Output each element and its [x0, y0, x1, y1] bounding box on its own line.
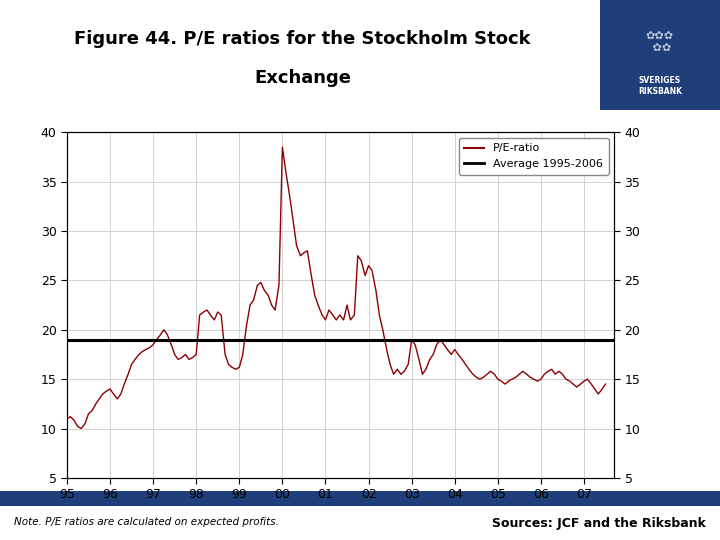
P/E-ratio — [256, 279, 265, 286]
P/E-ratio — [278, 144, 287, 150]
P/E-ratio — [332, 316, 341, 323]
P/E-ratio — [411, 341, 420, 348]
Text: Note. P/E ratios are calculated on expected profits.: Note. P/E ratios are calculated on expec… — [14, 517, 279, 528]
P/E-ratio — [601, 381, 610, 387]
P/E-ratio — [63, 415, 71, 422]
P/E-ratio — [447, 351, 456, 357]
Text: Figure 44. P/E ratios for the Stockholm Stock: Figure 44. P/E ratios for the Stockholm … — [74, 30, 531, 48]
Line: P/E-ratio: P/E-ratio — [67, 147, 606, 429]
P/E-ratio — [598, 386, 606, 392]
Text: Exchange: Exchange — [254, 69, 351, 87]
Text: SVERIGES
RIKSBANK: SVERIGES RIKSBANK — [638, 76, 682, 96]
Legend: P/E-ratio, Average 1995-2006: P/E-ratio, Average 1995-2006 — [459, 138, 608, 174]
Text: ✿✿✿
 ✿✿: ✿✿✿ ✿✿ — [646, 31, 674, 53]
P/E-ratio — [397, 371, 405, 377]
P/E-ratio — [77, 426, 86, 432]
Text: Sources: JCF and the Riksbank: Sources: JCF and the Riksbank — [492, 517, 706, 530]
